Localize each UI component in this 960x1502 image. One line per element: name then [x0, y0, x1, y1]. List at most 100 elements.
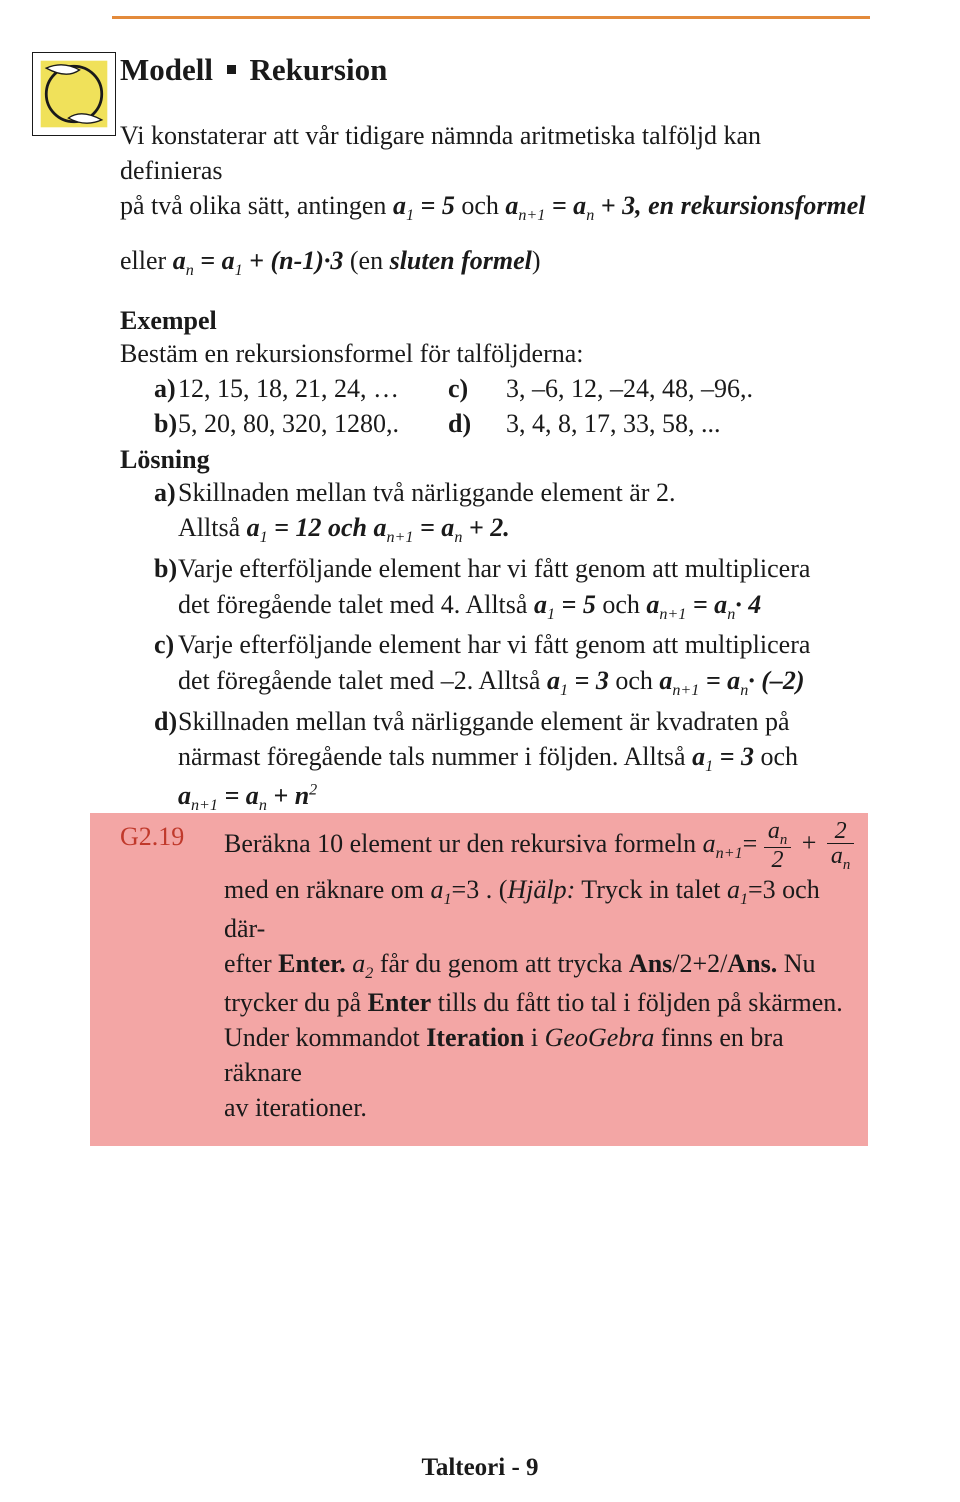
ex-a-txt: 12, 15, 18, 21, 24, …	[178, 371, 448, 406]
sol-c-3b: = 3	[568, 666, 609, 695]
eller-paragraph: eller an = a1 + (n-1)·3 (en sluten forme…	[120, 243, 868, 282]
intro-eqan: = a	[545, 191, 586, 220]
intro-an1: a	[505, 191, 518, 220]
sol-a-1: Skillnaden mellan två närliggande elemen…	[178, 478, 675, 507]
sol-c: c) Varje efterföljande element har vi få…	[120, 627, 868, 701]
g219-t3f: Nu	[777, 949, 815, 978]
sol-a-2a: Alltså	[178, 513, 247, 542]
sol-b-3e: = a	[686, 590, 727, 619]
sol-a-body: Skillnaden mellan två närliggande elemen…	[178, 475, 868, 549]
ex-c-txt: 3, –6, 12, –24, 48, –96,.	[506, 371, 868, 406]
g219-t4a: trycker du på	[224, 988, 368, 1017]
g219-eq: =	[743, 828, 758, 857]
sol-b-3d: a	[646, 590, 659, 619]
sol-c-3a-sub: 1	[560, 682, 568, 699]
sol-d-3b: = 3	[713, 742, 754, 771]
sol-d-3c: och	[754, 742, 798, 771]
g219-t2c: =3	[452, 875, 480, 904]
g219-t2a: med en räknare om	[224, 875, 430, 904]
g219-t2f: a	[727, 875, 740, 904]
eller-close: )	[532, 246, 541, 275]
solution-label: Lösning	[120, 445, 868, 475]
ex-b-lbl: b)	[120, 406, 178, 441]
eller-an-sub: n	[186, 262, 194, 279]
title-bullet-icon	[227, 65, 236, 74]
g219-f1-den: 2	[764, 848, 791, 872]
ex-d-lbl: d)	[448, 406, 506, 441]
g219-t5a: Under kommandot	[224, 1023, 426, 1052]
g219-f2-den-a: a	[831, 843, 843, 869]
g219-t3a: efter	[224, 949, 278, 978]
sol-b-3c: och	[596, 590, 647, 619]
example-label: Exempel	[120, 306, 868, 336]
g219-f1-num-sub: n	[780, 831, 787, 847]
sol-b-3f: · 4	[735, 590, 761, 619]
ex-c-lbl: c)	[448, 371, 506, 406]
sol-c-lbl: c)	[120, 627, 178, 701]
eller-lead: eller	[120, 246, 173, 275]
intro-a1: a	[393, 191, 406, 220]
sol-d-lbl: d)	[120, 704, 178, 817]
g219-lhs-sub: n+1	[716, 845, 743, 862]
page-footer: Talteori - 9	[0, 1454, 960, 1482]
g219-geo: GeoGebra	[545, 1023, 655, 1052]
g219-t4b: tills du fått tio tal i följden på skärm…	[431, 988, 843, 1017]
sol-a-lbl: a)	[120, 475, 178, 549]
page-title: Modell Rekursion	[120, 52, 868, 88]
g219-f1-num-a: a	[768, 818, 780, 844]
g219-t3d: får du genom att trycka	[373, 949, 629, 978]
intro-line2a: på två olika sätt, antingen	[120, 191, 393, 220]
sol-c-1: Varje efterföljande element har vi fått …	[178, 630, 810, 659]
g219-t2f-sub: 1	[740, 891, 748, 908]
example-prompt: Bestäm en rekursionsformel för talföljde…	[120, 336, 868, 371]
g219-ans2: Ans.	[727, 949, 777, 978]
sol-d-3a: a	[692, 742, 705, 771]
sol-c-3d-sub: n+1	[672, 682, 699, 699]
g219-t1: Beräkna 10 element ur den rekursiva form…	[224, 828, 703, 857]
sol-a-2c-sub: n+1	[387, 530, 414, 547]
ex-b-txt: 5, 20, 80, 320, 1280,.	[178, 406, 448, 441]
eller-sluten: sluten formel	[390, 246, 532, 275]
g219-t2e: Tryck in talet	[575, 875, 727, 904]
g219-enter1: Enter.	[278, 949, 346, 978]
sol-d-4c: + n	[267, 781, 309, 810]
intro-paragraph: Vi konstaterar att vår tidigare nämnda a…	[120, 118, 868, 227]
intro-plus3: + 3, en	[594, 191, 680, 220]
top-rule	[112, 16, 870, 19]
intro-an1-sub: n+1	[518, 207, 545, 224]
sol-c-2: det föregående talet med –2. Alltså	[178, 666, 547, 695]
sol-b-2: det föregående talet med 4. Alltså	[178, 590, 534, 619]
g219-t6: av iterationer.	[224, 1093, 367, 1122]
intro-eq5: = 5	[414, 191, 455, 220]
sol-a-2b-sub: 1	[260, 530, 268, 547]
g219-label: G2.19	[120, 819, 216, 1126]
g219-frac1: an 2	[764, 819, 791, 873]
content-area: Modell Rekursion Vi konstaterar att vår …	[120, 52, 868, 1146]
g219-frac2: 2 an	[827, 819, 854, 873]
g219-t2b: a	[430, 875, 443, 904]
sol-d-3a-sub: 1	[705, 758, 713, 775]
g219-iter: Iteration	[426, 1023, 524, 1052]
sol-b-3a-sub: 1	[547, 606, 555, 623]
sol-b-3a: a	[534, 590, 547, 619]
sol-b-body: Varje efterföljande element har vi fått …	[178, 551, 868, 625]
ex-a-lbl: a)	[120, 371, 178, 406]
sol-d-4b: = a	[218, 781, 259, 810]
sol-b-1: Varje efterföljande element har vi fått …	[178, 554, 810, 583]
sol-a-2b: a	[247, 513, 260, 542]
sol-c-3e: = a	[699, 666, 740, 695]
sol-d-1: Skillnaden mellan två närliggande elemen…	[178, 707, 789, 736]
intro-och: och	[455, 191, 506, 220]
sol-a-2e: + 2.	[462, 513, 509, 542]
sol-a-2c: = 12 och a	[268, 513, 387, 542]
sol-b-3d-sub: n+1	[659, 606, 686, 623]
exercise-g219: G2.19 Beräkna 10 element ur den rekursiv…	[90, 813, 868, 1146]
sol-c-3d: a	[659, 666, 672, 695]
sol-c-body: Varje efterföljande element har vi fått …	[178, 627, 868, 701]
sol-d-4a: a	[178, 781, 191, 810]
sol-b: b) Varje efterföljande element har vi få…	[120, 551, 868, 625]
sol-d-4b-sub: n	[259, 797, 267, 814]
g219-ans1: Ans	[629, 949, 672, 978]
logo-icon	[32, 52, 116, 136]
eller-rest: + (n-1)·3	[243, 246, 344, 275]
